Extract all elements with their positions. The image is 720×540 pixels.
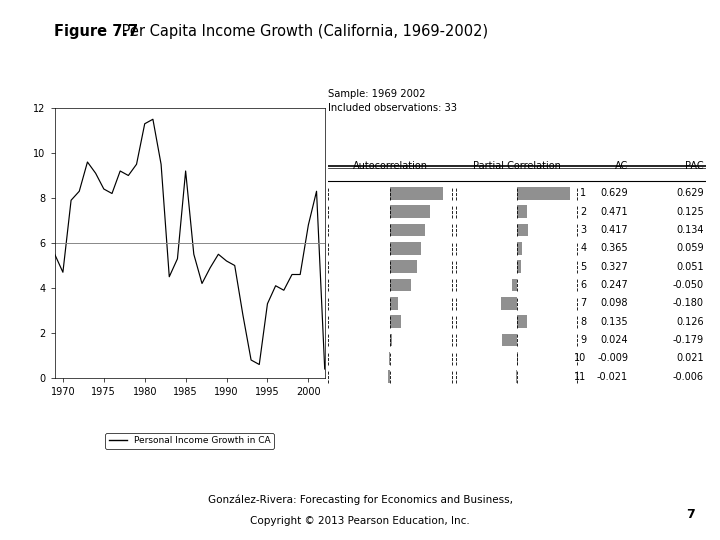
- Bar: [517, 205, 527, 218]
- Text: Per Capita Income Growth (California, 1969-2002): Per Capita Income Growth (California, 19…: [117, 24, 488, 39]
- Text: 0.098: 0.098: [600, 298, 628, 308]
- Bar: [390, 297, 398, 310]
- Bar: [390, 224, 425, 237]
- Text: 0.629: 0.629: [676, 188, 703, 198]
- Bar: [502, 334, 517, 346]
- Text: 4: 4: [580, 244, 587, 253]
- Text: 7: 7: [686, 508, 695, 521]
- Bar: [390, 260, 418, 273]
- Text: Copyright © 2013 Pearson Education, Inc.: Copyright © 2013 Pearson Education, Inc.: [250, 516, 470, 526]
- Text: 0.471: 0.471: [600, 207, 628, 217]
- Text: -0.180: -0.180: [672, 298, 703, 308]
- Text: -0.050: -0.050: [672, 280, 703, 290]
- Text: 1: 1: [580, 188, 587, 198]
- Text: Sample: 1969 2002
Included observations: 33: Sample: 1969 2002 Included observations:…: [328, 89, 456, 113]
- Bar: [390, 187, 443, 200]
- Bar: [517, 352, 518, 365]
- Text: 0.134: 0.134: [676, 225, 703, 235]
- Text: 0.021: 0.021: [676, 353, 703, 363]
- Text: 0.247: 0.247: [600, 280, 628, 290]
- Text: Figure 7.7: Figure 7.7: [54, 24, 138, 39]
- Bar: [517, 315, 527, 328]
- Text: 3: 3: [580, 225, 587, 235]
- Text: AC: AC: [615, 161, 628, 171]
- Bar: [390, 315, 401, 328]
- Text: -0.006: -0.006: [672, 372, 703, 382]
- Text: 6: 6: [580, 280, 587, 290]
- Text: 0.327: 0.327: [600, 262, 628, 272]
- Text: 0.059: 0.059: [676, 244, 703, 253]
- Text: González-Rivera: Forecasting for Economics and Business,: González-Rivera: Forecasting for Economi…: [207, 495, 513, 505]
- Text: 0.417: 0.417: [600, 225, 628, 235]
- Text: 0.365: 0.365: [600, 244, 628, 253]
- Text: 0.125: 0.125: [676, 207, 703, 217]
- Text: 0.051: 0.051: [676, 262, 703, 272]
- Text: 7: 7: [580, 298, 587, 308]
- Bar: [501, 297, 517, 310]
- Bar: [513, 279, 517, 292]
- Text: Autocorrelation: Autocorrelation: [353, 161, 428, 171]
- Text: -0.179: -0.179: [672, 335, 703, 345]
- Bar: [517, 242, 521, 255]
- Text: 2: 2: [580, 207, 587, 217]
- Bar: [388, 370, 390, 383]
- Bar: [517, 224, 528, 237]
- Legend: Personal Income Growth in CA: Personal Income Growth in CA: [105, 433, 274, 449]
- Bar: [390, 205, 430, 218]
- Text: PAC: PAC: [685, 161, 703, 171]
- Bar: [517, 260, 521, 273]
- Bar: [390, 279, 410, 292]
- Text: 8: 8: [580, 316, 587, 327]
- Text: 10: 10: [575, 353, 587, 363]
- Text: 0.135: 0.135: [600, 316, 628, 327]
- Bar: [390, 242, 420, 255]
- Text: Partial Correlation: Partial Correlation: [472, 161, 561, 171]
- Text: 9: 9: [580, 335, 587, 345]
- Text: 0.126: 0.126: [676, 316, 703, 327]
- Bar: [390, 334, 392, 346]
- Bar: [517, 187, 570, 200]
- Text: -0.021: -0.021: [597, 372, 628, 382]
- Text: 0.629: 0.629: [600, 188, 628, 198]
- Text: -0.009: -0.009: [597, 353, 628, 363]
- Text: 0.024: 0.024: [600, 335, 628, 345]
- Text: 11: 11: [575, 372, 587, 382]
- Text: 5: 5: [580, 262, 587, 272]
